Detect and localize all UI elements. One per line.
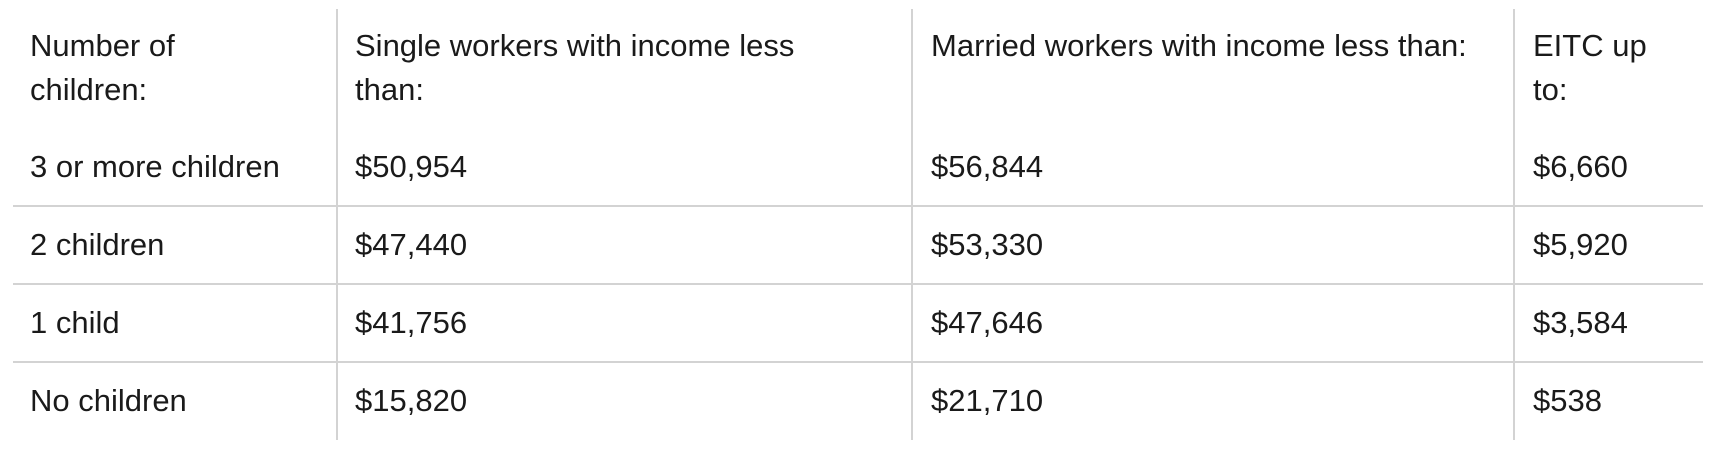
column-divider — [336, 9, 338, 440]
table-cell: 2 children — [30, 227, 165, 262]
table-cell: $47,646 — [931, 305, 1044, 340]
table-cell: $53,330 — [931, 227, 1044, 262]
row-divider — [13, 361, 1703, 363]
table-cell: 3 or more children — [30, 149, 280, 184]
table-cell: $50,954 — [355, 149, 468, 184]
table-cell: $3,584 — [1533, 305, 1628, 340]
table-cell: $538 — [1533, 383, 1602, 418]
header-cell: Married workers with income less than: — [931, 28, 1467, 63]
header-cell: EITC up to: — [1533, 28, 1647, 107]
column-divider — [1513, 9, 1515, 440]
row-divider — [13, 205, 1703, 207]
table-cell: 1 child — [30, 305, 120, 340]
table-cell: $56,844 — [931, 149, 1044, 184]
header-cell: Single workers with income less than: — [355, 28, 795, 107]
table-cell: $21,710 — [931, 383, 1044, 418]
column-divider — [911, 9, 913, 440]
table-cell: $6,660 — [1533, 149, 1628, 184]
table-cell: $47,440 — [355, 227, 468, 262]
table-cell: $15,820 — [355, 383, 468, 418]
table-cell: No children — [30, 383, 187, 418]
header-cell: Number of children: — [30, 28, 175, 107]
table-cell: $5,920 — [1533, 227, 1628, 262]
table-cell: $41,756 — [355, 305, 468, 340]
row-divider — [13, 283, 1703, 285]
